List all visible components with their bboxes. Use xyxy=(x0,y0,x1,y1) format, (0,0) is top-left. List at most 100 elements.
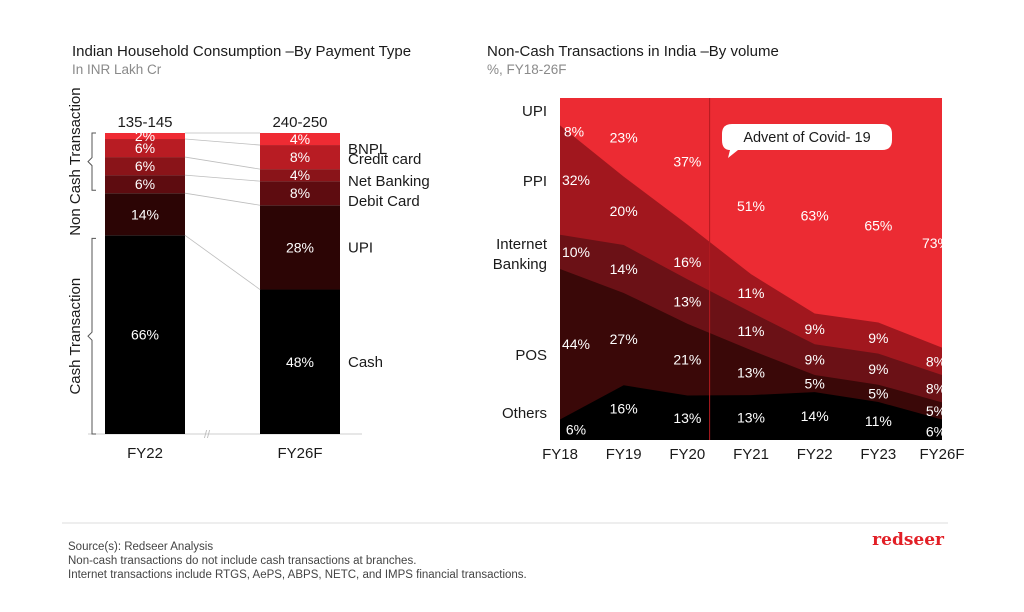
bar-segment-fy26f-debit-card xyxy=(260,181,340,206)
area-value-label: 9% xyxy=(868,330,888,346)
area-value-label: 9% xyxy=(868,361,888,377)
area-value-label: 8% xyxy=(564,124,584,140)
connector-line xyxy=(184,235,261,290)
area-value-label: 44% xyxy=(562,336,590,352)
area-value-label: 14% xyxy=(610,261,638,277)
bar-label-fy22: 2% xyxy=(135,128,155,144)
legend-credit-card: Credit card xyxy=(348,151,421,168)
bar-segment-fy22-debit-card xyxy=(105,175,185,194)
area-value-label: 5% xyxy=(805,376,825,392)
x-tick-label: FY23 xyxy=(860,446,896,463)
connector-line xyxy=(184,156,261,170)
area-value-label: 6% xyxy=(926,424,946,440)
area-value-label: 13% xyxy=(737,410,765,426)
footer-note-2: Internet transactions include RTGS, AePS… xyxy=(68,569,527,581)
cash-group-bracket xyxy=(87,237,96,435)
row-label-pos: POS xyxy=(515,347,547,364)
area-value-label: 27% xyxy=(610,331,638,347)
x-tick-label: FY20 xyxy=(669,446,705,463)
right-stacked-area-chart: Advent of Covid- 19 6% 16% 13% 13% 14% 11% 6% 44… xyxy=(493,98,965,463)
area-value-label: 8% xyxy=(926,381,946,397)
area-value-label: 8% xyxy=(926,353,946,369)
bar-total-label: 135-145 xyxy=(117,114,172,131)
legend-debit-card: Debit Card xyxy=(348,193,420,210)
area-value-label: 65% xyxy=(864,217,892,233)
area-value-label: 10% xyxy=(562,244,590,260)
bar-segment-fy26f-bnpl xyxy=(260,133,340,146)
bar-segment-fy22-net-banking xyxy=(105,157,185,176)
bar-segment-fy22-bnpl xyxy=(105,133,185,140)
bar-segment-fy26f-credit-card xyxy=(260,145,340,170)
right-chart-subtitle: %, FY18-26F xyxy=(487,62,567,77)
cash-group-label: Cash Transaction xyxy=(67,278,84,395)
area-others xyxy=(560,385,942,440)
row-label-upi: UPI xyxy=(522,103,547,120)
bar-label-fy26f: 8% xyxy=(290,149,310,165)
row-label-internet-banking: Internet Banking xyxy=(493,236,548,273)
area-value-label: 20% xyxy=(610,203,638,219)
row-label-internet-banking-line1: Internet xyxy=(496,236,548,253)
covid-annotation-bubble xyxy=(722,124,892,158)
area-value-label: 11% xyxy=(738,323,765,339)
bar-segment-fy26f-net-banking xyxy=(260,169,340,182)
brand-logo: redseer xyxy=(872,530,945,550)
x-tick-label: FY22 xyxy=(127,445,163,462)
legend-upi: UPI xyxy=(348,239,373,256)
non-cash-group-label: Non Cash Transaction xyxy=(67,87,84,235)
area-value-label: 51% xyxy=(737,198,765,214)
area-value-label: 14% xyxy=(801,408,829,424)
bar-total-label: 240-250 xyxy=(272,114,327,131)
left-chart-title: Indian Household Consumption –By Payment… xyxy=(72,43,411,60)
legend-cash: Cash xyxy=(348,354,383,371)
x-tick-label: FY26F xyxy=(277,445,322,462)
bar-label-fy22: 6% xyxy=(135,140,155,156)
area-value-label: 32% xyxy=(562,172,590,188)
non-cash-group-bracket xyxy=(87,132,96,191)
row-label-others: Others xyxy=(502,405,547,422)
area-value-label: 11% xyxy=(865,413,892,429)
area-value-label: 37% xyxy=(673,153,701,169)
bar-label-fy26f: 48% xyxy=(286,354,314,370)
footer-source: Source(s): Redseer Analysis xyxy=(68,541,213,553)
area-value-label: 23% xyxy=(610,129,638,145)
bar-segment-fy26f-upi xyxy=(260,205,340,290)
area-value-label: 63% xyxy=(801,208,829,224)
bar-segment-fy26f-cash xyxy=(260,289,340,434)
area-value-label: 13% xyxy=(673,293,701,309)
x-tick-label: FY21 xyxy=(733,446,769,463)
bar-label-fy26f: 4% xyxy=(290,131,310,147)
area-value-label: 21% xyxy=(673,352,701,368)
row-label-ppi: PPI xyxy=(523,173,547,190)
area-value-label: 9% xyxy=(805,321,825,337)
area-value-label: 5% xyxy=(926,403,946,419)
axis-break: // xyxy=(204,429,211,441)
x-tick-label: FY22 xyxy=(797,446,833,463)
area-value-label: 13% xyxy=(737,365,765,381)
area-value-label: 9% xyxy=(805,352,825,368)
bar-segment-fy22-cash xyxy=(105,235,185,434)
footer-note-1: Non-cash transactions do not include cas… xyxy=(68,555,416,567)
x-tick-label: FY19 xyxy=(606,446,642,463)
left-chart-subtitle: In INR Lakh Cr xyxy=(72,62,162,77)
left-stacked-bar-chart: //66%14%6%6%6%2%135-145FY2248%28%8%4%8%4… xyxy=(67,87,430,462)
area-value-label: 73% xyxy=(922,235,950,251)
x-tick-label: FY26F xyxy=(919,446,964,463)
bar-label-fy22: 6% xyxy=(135,176,155,192)
bar-label-fy26f: 8% xyxy=(290,185,310,201)
legend-net-banking: Net Banking xyxy=(348,173,430,190)
area-value-label: 11% xyxy=(738,285,765,301)
area-value-label: 5% xyxy=(868,385,888,401)
covid-annotation-text: Advent of Covid- 19 xyxy=(743,130,870,146)
area-value-label: 16% xyxy=(673,254,701,270)
bar-label-fy26f: 28% xyxy=(286,239,314,255)
connector-line xyxy=(184,174,261,182)
legend-bnpl: BNPL xyxy=(348,141,387,158)
row-label-internet-banking-line2: Banking xyxy=(493,256,547,273)
bar-label-fy22: 66% xyxy=(131,327,159,343)
area-value-label: 13% xyxy=(673,410,701,426)
area-value-label: 16% xyxy=(610,401,638,417)
connector-line xyxy=(184,138,261,146)
bar-segment-fy22-credit-card xyxy=(105,139,185,158)
area-value-label: 6% xyxy=(566,422,586,438)
